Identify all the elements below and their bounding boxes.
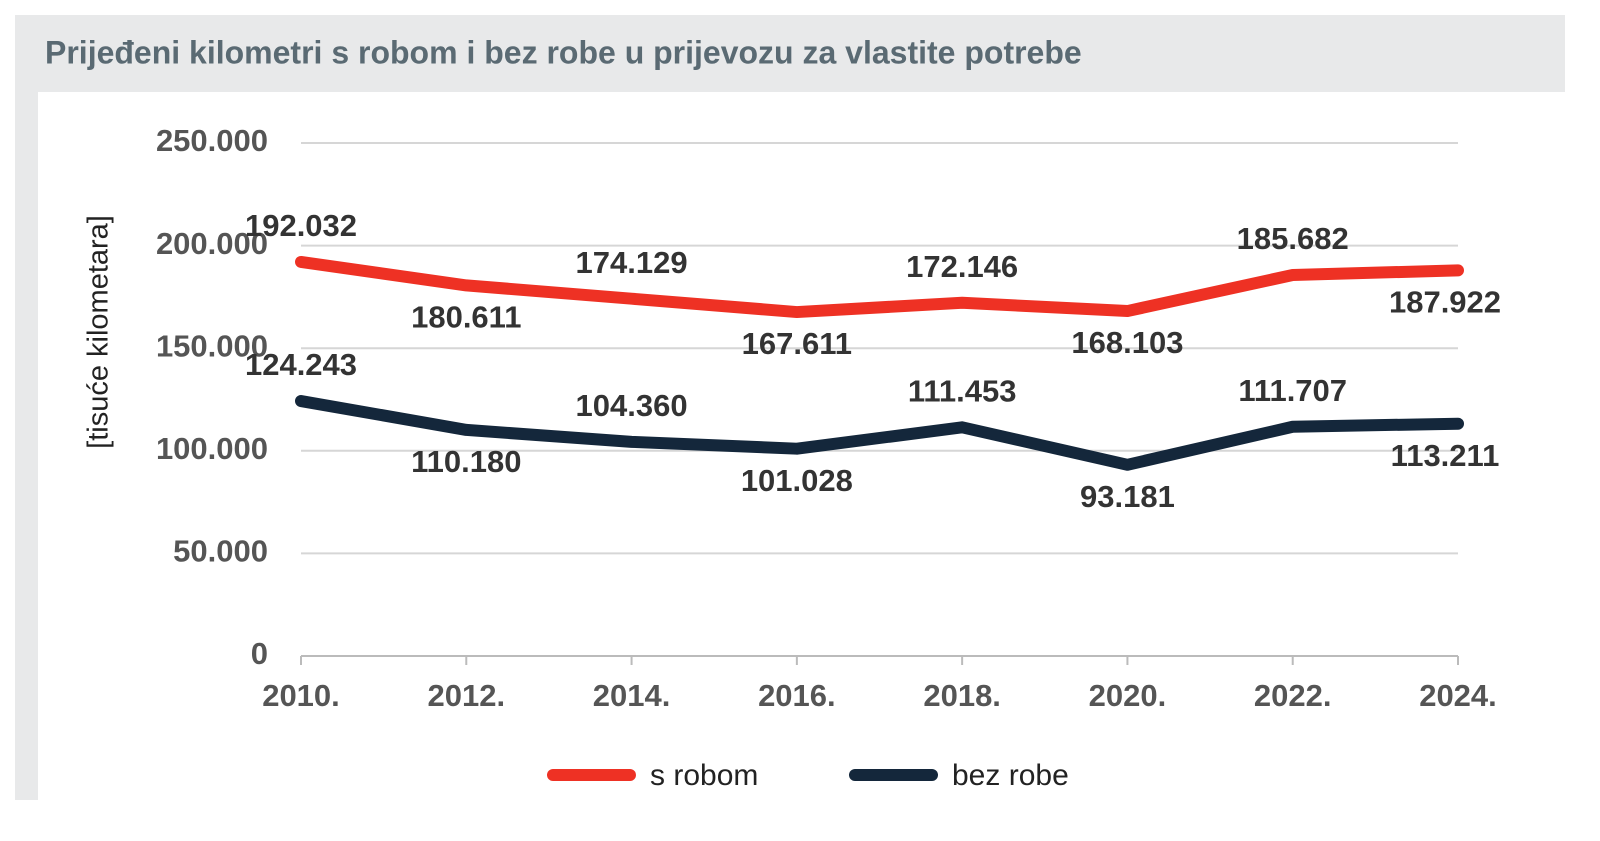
x-tick-label: 2020.: [1089, 678, 1167, 713]
legend-label: bez robe: [952, 759, 1069, 792]
y-axis-label: [tisuće kilometara]: [83, 215, 115, 449]
y-tick-label: 50.000: [173, 534, 268, 569]
x-tick-label: 2014.: [593, 678, 671, 713]
data-label: 192.032: [245, 208, 357, 243]
y-tick-label: 100.000: [156, 431, 268, 466]
data-label: 104.360: [576, 388, 688, 423]
data-label: 110.180: [411, 444, 521, 479]
data-label: 124.243: [245, 347, 357, 382]
x-tick-label: 2016.: [758, 678, 836, 713]
y-tick-label: 250.000: [156, 123, 268, 158]
data-label: 101.028: [741, 463, 853, 498]
data-label: 172.146: [906, 249, 1018, 284]
chart-title: Prijeđeni kilometri s robom i bez robe u…: [45, 34, 1082, 70]
x-tick-label: 2012.: [427, 678, 505, 713]
data-label: 167.611: [742, 326, 852, 361]
line-series: [295, 395, 1464, 471]
x-tick-label: 2010.: [262, 678, 340, 713]
x-tick-label: 2022.: [1254, 678, 1332, 713]
data-label: 168.103: [1071, 325, 1183, 360]
legend-label: s robom: [650, 759, 758, 792]
x-tick-label: 2024.: [1419, 678, 1497, 713]
data-label: 111.453: [908, 373, 1017, 408]
y-tick-label: 200.000: [156, 226, 268, 261]
data-label: 180.611: [411, 300, 521, 335]
data-label: 185.682: [1237, 221, 1349, 256]
data-label: 111.707: [1238, 373, 1347, 408]
data-label: 113.211: [1391, 438, 1500, 473]
data-label: 174.129: [576, 245, 688, 280]
data-label: 93.181: [1080, 479, 1175, 514]
line-series: [295, 255, 1464, 319]
y-tick-label: 0: [251, 636, 268, 671]
y-tick-label: 150.000: [156, 328, 268, 363]
x-tick-label: 2018.: [923, 678, 1001, 713]
data-label: 187.922: [1389, 285, 1501, 320]
